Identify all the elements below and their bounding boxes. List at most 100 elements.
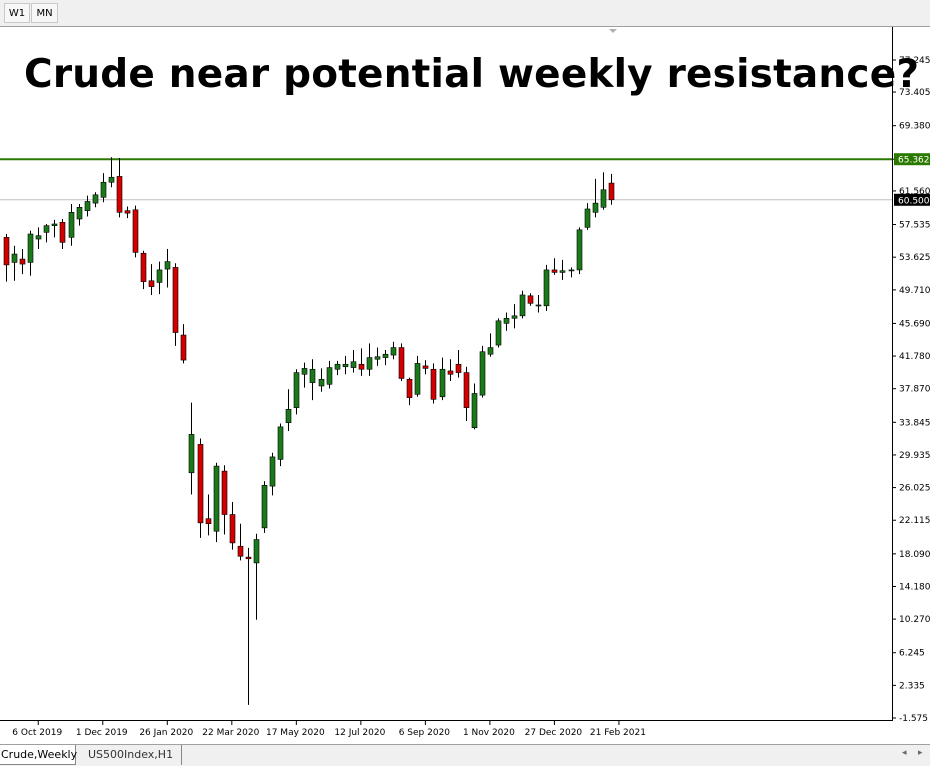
candle-up[interactable] <box>68 212 75 238</box>
candle-down[interactable] <box>221 470 228 515</box>
candlestick-chart[interactable]: 77.245 73.405 69.380 65.362 61.560 57.535 53.6… <box>0 0 930 744</box>
candle-up[interactable] <box>84 201 91 211</box>
candle-up[interactable] <box>543 269 550 307</box>
candle-up[interactable] <box>164 261 171 270</box>
candle-down[interactable] <box>422 365 429 369</box>
candle-up[interactable] <box>293 372 300 408</box>
candle-down[interactable] <box>148 280 155 287</box>
candle-up[interactable] <box>350 361 357 368</box>
candle-down[interactable] <box>245 556 252 560</box>
candle-up[interactable] <box>439 368 446 398</box>
candle-up[interactable] <box>213 465 220 532</box>
candle-up[interactable] <box>35 235 42 240</box>
candle-up[interactable] <box>318 378 325 387</box>
candle-up[interactable] <box>576 229 583 271</box>
candle-up[interactable] <box>487 347 494 355</box>
candle-up[interactable] <box>27 233 34 263</box>
y-tick-label: -1.575 <box>899 714 928 724</box>
candle-up[interactable] <box>503 318 510 324</box>
candle-down[interactable] <box>527 295 534 304</box>
candle-up[interactable] <box>519 294 526 317</box>
scroll-right-arrow-icon[interactable]: ▸ <box>918 748 923 758</box>
y-tick-label: 49.710 <box>899 286 930 296</box>
candle-up[interactable] <box>535 304 542 307</box>
candle-up[interactable] <box>471 393 478 428</box>
candle-up[interactable] <box>309 368 316 383</box>
shift-marker-icon[interactable] <box>609 29 617 33</box>
candle-down[interactable] <box>116 176 123 213</box>
timeframe-mn-button[interactable]: MN <box>31 3 58 23</box>
candle-down[interactable] <box>463 372 470 408</box>
candle-down[interactable] <box>406 378 413 398</box>
candle-up[interactable] <box>382 353 389 358</box>
candle-up[interactable] <box>559 270 566 273</box>
candle-up[interactable] <box>479 351 486 396</box>
candle-down[interactable] <box>229 514 236 544</box>
current-price-badge <box>894 193 930 206</box>
candle-down[interactable] <box>172 267 179 333</box>
candle-up[interactable] <box>108 176 115 183</box>
candle-up[interactable] <box>592 202 599 213</box>
candle-down[interactable] <box>59 222 66 243</box>
candle-up[interactable] <box>584 208 591 228</box>
candle-down[interactable] <box>608 182 615 201</box>
candle-up[interactable] <box>374 356 381 360</box>
candle-up[interactable] <box>301 368 308 375</box>
y-tick-label: 2.335 <box>899 681 925 691</box>
candle-down[interactable] <box>197 444 204 524</box>
candle-up[interactable] <box>326 367 333 385</box>
y-tick-label: 37.870 <box>899 385 930 395</box>
x-tick-label: 21 Feb 2021 <box>590 728 646 738</box>
resistance-price-label: 65.362 <box>898 156 930 166</box>
chart-area[interactable] <box>0 27 893 721</box>
candle-down[interactable] <box>3 237 10 266</box>
y-tick-label: 41.780 <box>899 352 930 362</box>
candle-down[interactable] <box>237 545 244 557</box>
candle-down[interactable] <box>551 269 558 273</box>
tab-crude-weekly[interactable]: Crude,Weekly <box>0 745 77 765</box>
candle-up[interactable] <box>92 194 99 204</box>
candle-up[interactable] <box>495 320 502 346</box>
candle-down[interactable] <box>140 252 147 282</box>
y-tick-label: 10.270 <box>899 615 930 625</box>
tab-us500index-h1[interactable]: US500Index,H1 <box>82 745 182 765</box>
timeframe-w1-button[interactable]: W1 <box>4 3 30 23</box>
candle-up[interactable] <box>269 456 276 487</box>
timeframe-toolbar: W1 MN <box>0 0 930 27</box>
candle-down[interactable] <box>447 370 454 375</box>
y-tick-label: 18.090 <box>899 550 930 560</box>
candle-down[interactable] <box>124 210 131 214</box>
candle-up[interactable] <box>11 253 18 263</box>
candle-up[interactable] <box>342 363 349 368</box>
candle-up[interactable] <box>253 539 260 564</box>
candle-down[interactable] <box>358 363 365 370</box>
candle-down[interactable] <box>430 368 437 400</box>
x-tick-label: 6 Sep 2020 <box>399 728 451 738</box>
candle-up[interactable] <box>414 363 421 395</box>
candle-down[interactable] <box>180 334 187 361</box>
candle-down[interactable] <box>205 518 212 524</box>
candle-up[interactable] <box>334 363 341 370</box>
candle-up[interactable] <box>366 357 373 370</box>
candle-up[interactable] <box>76 207 83 220</box>
candle-down[interactable] <box>455 363 462 373</box>
candle-up[interactable] <box>188 434 195 474</box>
y-tick-label: 14.180 <box>899 582 930 592</box>
candle-up[interactable] <box>600 189 607 208</box>
candle-up[interactable] <box>261 484 268 529</box>
candle-up[interactable] <box>43 225 50 233</box>
candle-up[interactable] <box>100 181 107 198</box>
candle-up[interactable] <box>156 269 163 283</box>
candle-up[interactable] <box>277 426 284 460</box>
candle-up[interactable] <box>568 269 575 272</box>
candle-up[interactable] <box>285 409 292 423</box>
candle-down[interactable] <box>19 258 26 265</box>
scroll-left-arrow-icon[interactable]: ◂ <box>902 748 907 758</box>
y-tick-label: 29.935 <box>899 451 930 461</box>
y-tick-label: 22.115 <box>899 516 930 526</box>
candle-down[interactable] <box>398 347 405 379</box>
candle-down[interactable] <box>132 209 139 253</box>
candle-up[interactable] <box>390 347 397 356</box>
candle-up[interactable] <box>51 223 58 226</box>
candle-up[interactable] <box>511 315 518 319</box>
